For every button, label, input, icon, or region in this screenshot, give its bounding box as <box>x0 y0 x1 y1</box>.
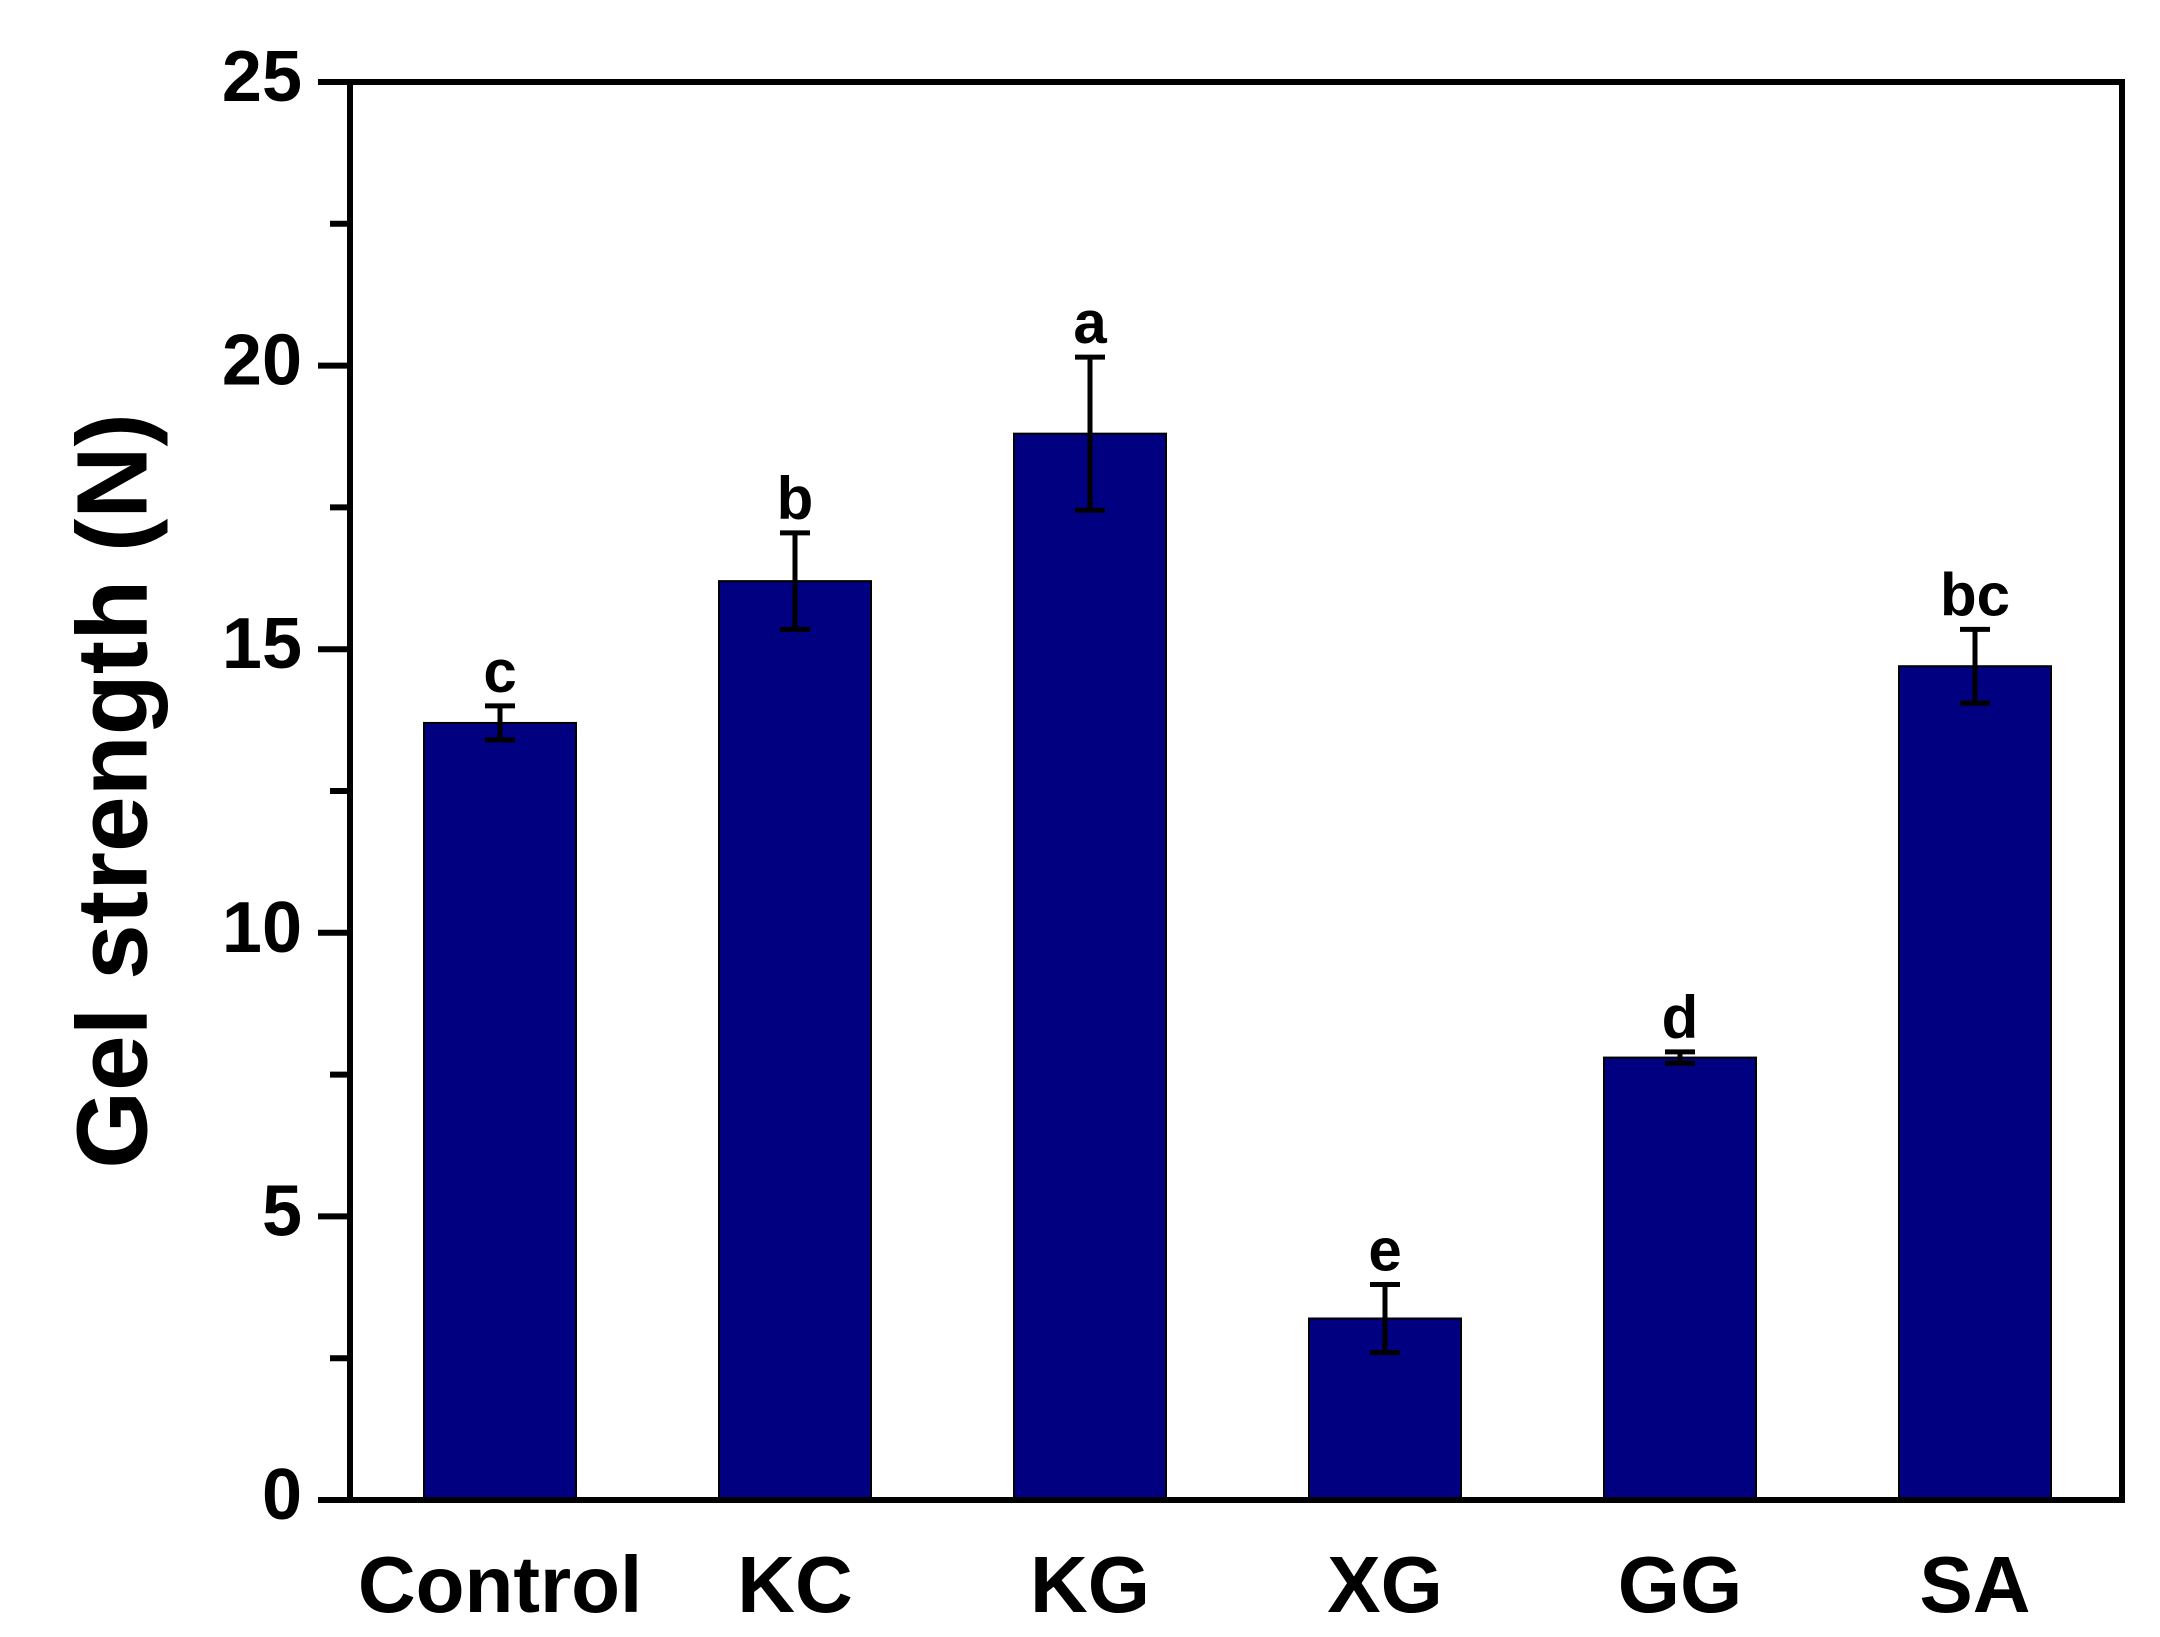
y-axis-title: Gel strength (N) <box>56 413 168 1169</box>
y-tick-label: 10 <box>222 888 302 968</box>
plot-frame <box>347 79 2125 1503</box>
error-bars-layer <box>485 354 1990 1356</box>
x-tick-label-xg: XG <box>1327 1540 1443 1629</box>
bar-control <box>423 721 577 1501</box>
y-tick-label: 20 <box>222 321 302 401</box>
y-tick-label: 25 <box>222 37 302 117</box>
significance-letter-gg: d <box>1662 984 1699 1051</box>
significance-letter-xg: e <box>1368 1216 1401 1283</box>
bar-gg <box>1603 1056 1757 1501</box>
x-tick-label-gg: GG <box>1618 1540 1742 1629</box>
significance-letter-control: c <box>483 638 516 705</box>
significance-letter-sa: bc <box>1940 561 2010 628</box>
y-axis: 0 5 10 15 20 25 <box>222 37 350 1535</box>
bar-sa <box>1898 665 2052 1501</box>
x-tick-label-control: Control <box>358 1540 642 1629</box>
y-tick-label: 5 <box>262 1171 302 1251</box>
y-tick-label: 0 <box>262 1455 302 1535</box>
x-tick-label-kc: KC <box>737 1540 853 1629</box>
x-axis: Control KC KG XG GG SA <box>358 1540 2031 1629</box>
bars-layer <box>423 432 2052 1502</box>
x-tick-label-sa: SA <box>1919 1540 2030 1629</box>
significance-letter-kg: a <box>1073 289 1107 356</box>
bar-kg <box>1013 432 1167 1502</box>
significance-letters-layer: c b a e d bc <box>483 289 2010 1283</box>
significance-letter-kc: b <box>777 465 814 532</box>
bar-kc <box>718 580 872 1501</box>
x-tick-label-kg: KG <box>1030 1540 1150 1629</box>
y-tick-label: 15 <box>222 604 302 684</box>
